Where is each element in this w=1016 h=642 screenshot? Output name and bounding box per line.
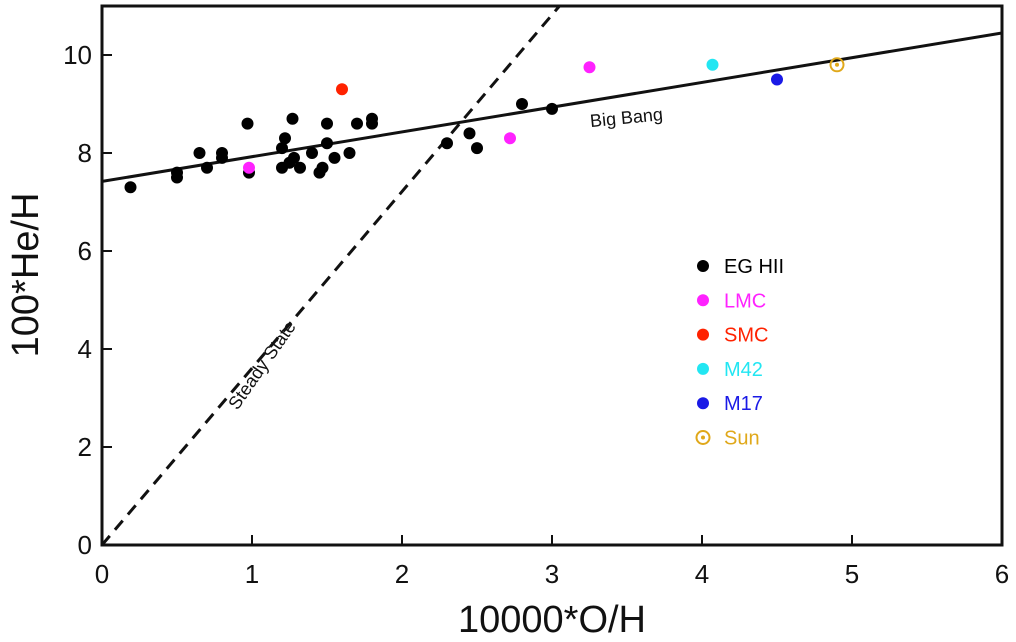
y-tick-label: 4 — [78, 334, 92, 364]
steady-state-label: Steady State — [224, 317, 300, 413]
legend-label-sun: Sun — [724, 428, 760, 450]
legend-marker-m17 — [697, 397, 709, 410]
point-m42 — [706, 58, 719, 71]
legend-marker-sun — [695, 430, 711, 445]
point-eg-hii — [286, 112, 299, 125]
y-axis-title: 100*He/H — [5, 193, 47, 358]
point-eg-hii — [276, 142, 288, 155]
point-sun — [829, 57, 845, 73]
x-tick-label: 5 — [845, 559, 859, 589]
legend-marker-eg-hii — [697, 260, 709, 272]
point-eg-hii — [316, 161, 329, 174]
data-points — [124, 57, 845, 194]
point-eg-hii — [321, 137, 333, 150]
point-eg-hii — [321, 117, 333, 130]
point-smc — [336, 83, 348, 96]
x-tick-label: 6 — [995, 559, 1009, 589]
point-eg-hii — [279, 132, 291, 145]
point-eg-hii — [201, 161, 213, 174]
point-eg-hii — [294, 161, 306, 174]
legend-label-eg-hii: EG HII — [724, 256, 784, 278]
point-eg-hii — [516, 98, 528, 110]
legend-marker-lmc — [697, 294, 709, 307]
legend-marker-smc — [697, 328, 709, 341]
point-eg-hii — [343, 147, 356, 159]
legend-label-m42: M42 — [724, 359, 763, 381]
legend-label-m17: M17 — [724, 393, 763, 415]
legend-label-smc: SMC — [724, 325, 768, 347]
y-tick-label: 0 — [78, 530, 92, 560]
point-m17 — [771, 73, 783, 86]
legend-marker-m42 — [697, 362, 709, 375]
point-eg-hii — [124, 181, 137, 194]
y-tick-label: 6 — [78, 236, 92, 266]
x-axis-title: 10000*O/H — [458, 599, 646, 641]
point-eg-hii — [366, 112, 378, 125]
point-eg-hii — [193, 147, 206, 159]
point-eg-hii — [441, 137, 453, 150]
y-tick-label: 10 — [63, 40, 92, 70]
x-tick-label: 1 — [245, 559, 259, 589]
legend: EG HII LMC SMC M42 M17 Sun — [695, 256, 784, 450]
x-tick-label: 2 — [395, 559, 409, 589]
legend-label-lmc: LMC — [724, 290, 766, 312]
point-eg-hii — [241, 117, 254, 130]
point-eg-hii — [288, 151, 300, 164]
point-eg-hii — [306, 147, 318, 159]
x-tick-label: 3 — [545, 559, 559, 589]
point-eg-hii — [546, 102, 558, 115]
plot-frame — [100, 4, 1004, 547]
point-eg-hii — [471, 142, 483, 155]
y-tick-label: 2 — [78, 432, 92, 462]
point-eg-hii — [171, 166, 183, 179]
point-eg-hii — [463, 127, 476, 140]
big-bang-label: Big Bang — [589, 104, 664, 131]
point-eg-hii — [328, 151, 341, 164]
point-lmc — [504, 132, 516, 145]
point-eg-hii — [351, 117, 363, 130]
x-axis-ticks: 0 1 2 3 4 5 6 — [95, 535, 1009, 589]
point-lmc — [243, 161, 255, 174]
y-tick-label: 8 — [78, 138, 92, 168]
point-eg-hii — [216, 147, 228, 159]
model-lines — [102, 6, 1002, 545]
x-tick-label: 4 — [695, 559, 709, 589]
x-tick-label: 0 — [95, 559, 109, 589]
y-axis-ticks: 0 2 4 6 8 10 — [63, 40, 112, 560]
point-lmc — [583, 61, 596, 74]
steady-state-line — [102, 6, 561, 545]
